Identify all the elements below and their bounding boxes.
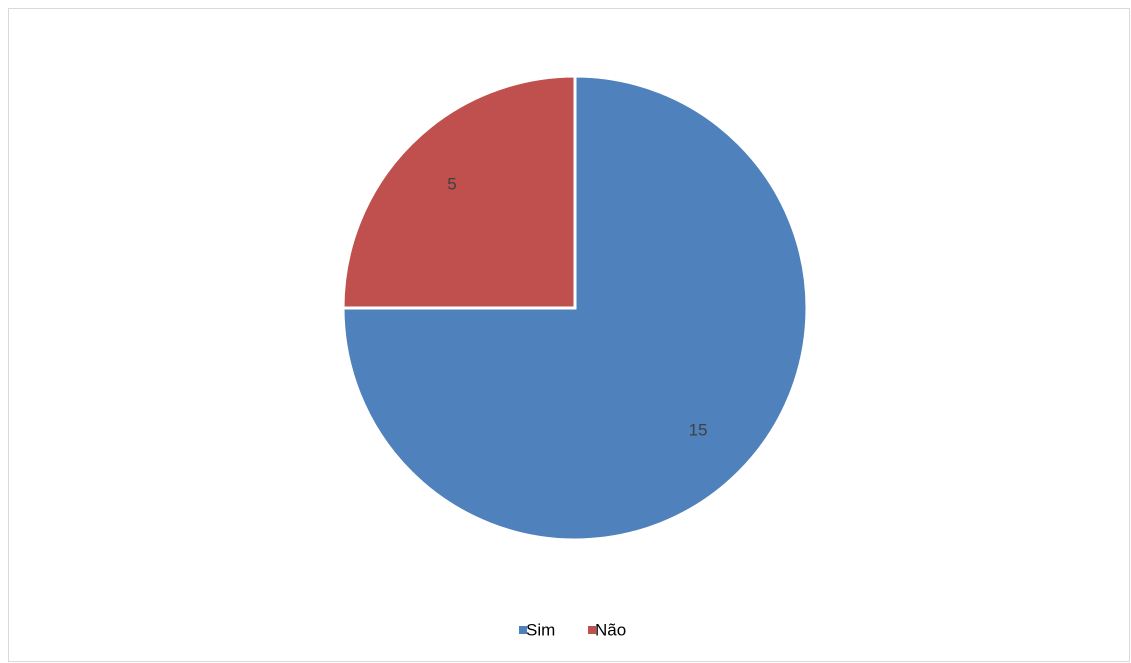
legend-swatch-sim bbox=[519, 626, 527, 634]
data-label-sim: 15 bbox=[689, 421, 708, 440]
legend: Sim Não bbox=[519, 620, 626, 639]
data-label-nao: 5 bbox=[447, 174, 456, 193]
legend-swatch-nao bbox=[588, 626, 596, 634]
data-labels: 15 5 bbox=[447, 174, 707, 439]
pie-slices bbox=[341, 74, 809, 542]
legend-label-sim: Sim bbox=[526, 620, 555, 639]
pie-slice-nao bbox=[341, 74, 577, 310]
legend-label-nao: Não bbox=[595, 620, 626, 639]
